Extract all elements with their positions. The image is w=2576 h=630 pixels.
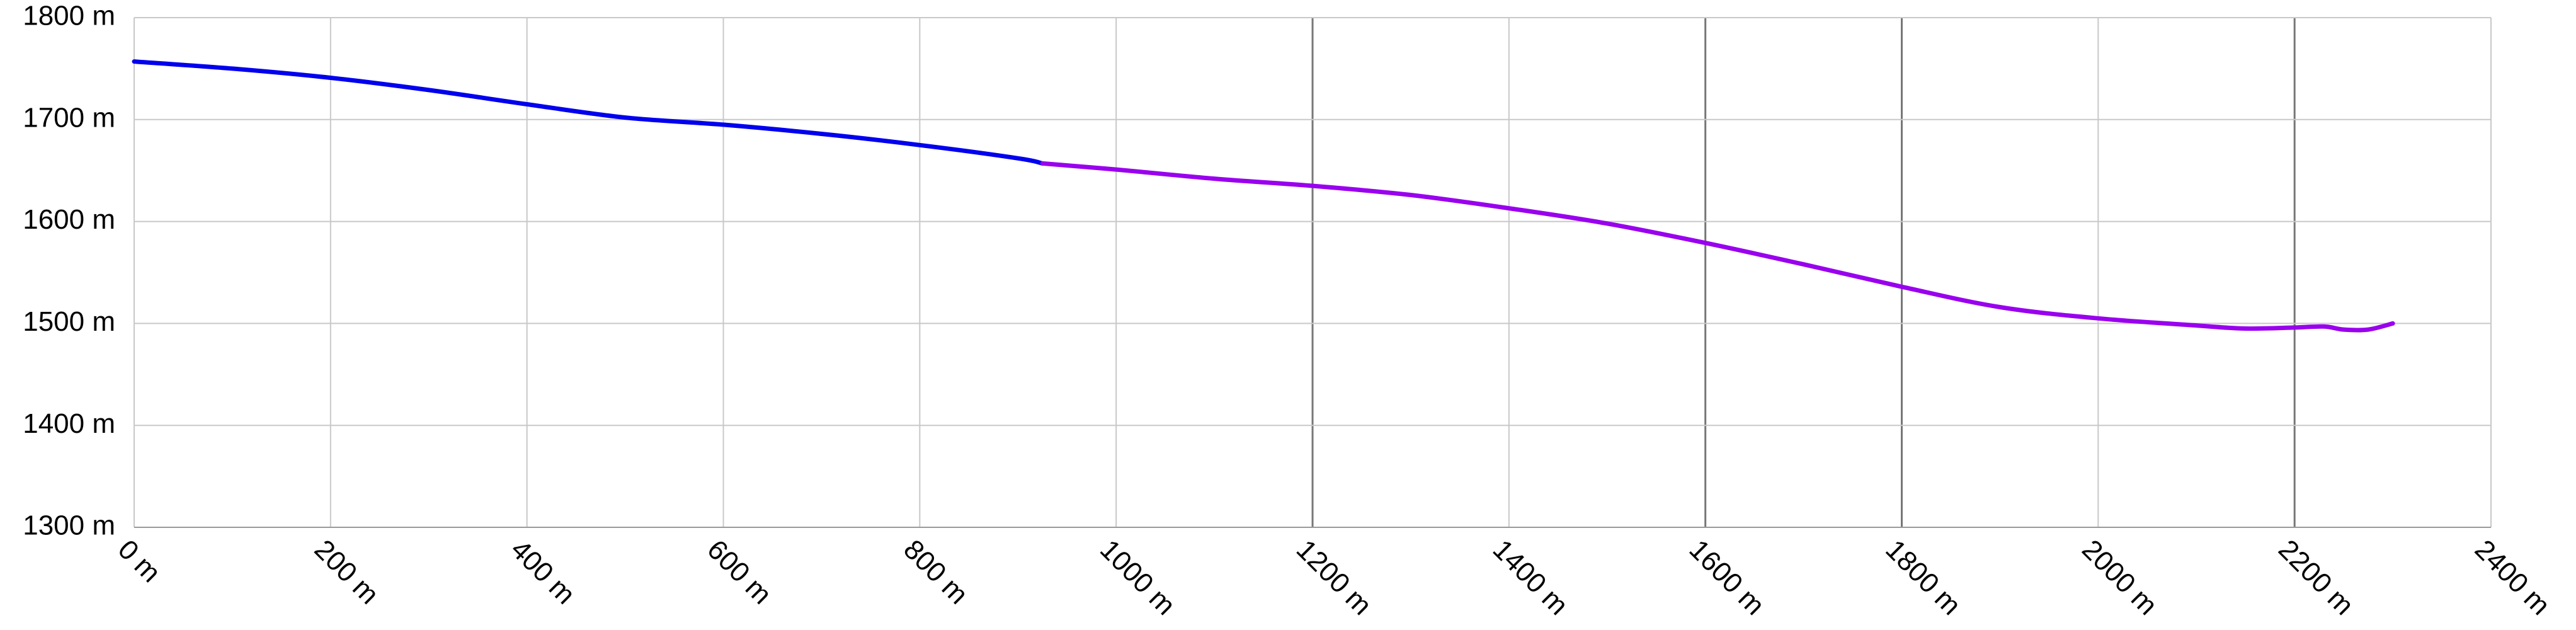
- x-tick-label-800: 800 m: [898, 534, 974, 610]
- series-line-2: [1040, 161, 2395, 333]
- x-tick-label-1000: 1000 m: [1094, 534, 1181, 621]
- x-axis-tick-labels: 0 m 200 m 400 m 600 m 800 m 1000 m 1200 m 1400 …: [112, 534, 2556, 621]
- y-tick-label-1700: 1700 m: [23, 102, 115, 133]
- x-tick-label-2400: 2400 m: [2469, 534, 2556, 621]
- x-tick-label-600: 600 m: [701, 534, 777, 610]
- grid-lines: [134, 17, 2492, 528]
- x-tick-label-0: 0 m: [112, 534, 167, 588]
- series-lines: [132, 59, 2395, 333]
- y-tick-label-1800: 1800 m: [23, 1, 115, 32]
- x-tick-label-1800: 1800 m: [1879, 534, 1966, 621]
- y-tick-label-1300: 1300 m: [23, 510, 115, 541]
- x-tick-label-1600: 1600 m: [1684, 534, 1770, 621]
- x-tick-label-1400: 1400 m: [1487, 534, 1574, 621]
- x-tick-label-2000: 2000 m: [2076, 534, 2163, 621]
- series-line-1: [132, 59, 1045, 166]
- x-tick-label-1200: 1200 m: [1291, 534, 1377, 621]
- x-tick-label-200: 200 m: [309, 534, 385, 610]
- y-tick-label-1500: 1500 m: [23, 306, 115, 337]
- y-tick-label-1600: 1600 m: [23, 204, 115, 235]
- y-tick-label-1400: 1400 m: [23, 408, 115, 439]
- y-axis-tick-labels: 1300 m 1400 m 1500 m 1600 m 1700 m 1800 m: [23, 1, 115, 541]
- x-tick-label-2200: 2200 m: [2272, 534, 2359, 621]
- x-tick-label-400: 400 m: [505, 534, 581, 610]
